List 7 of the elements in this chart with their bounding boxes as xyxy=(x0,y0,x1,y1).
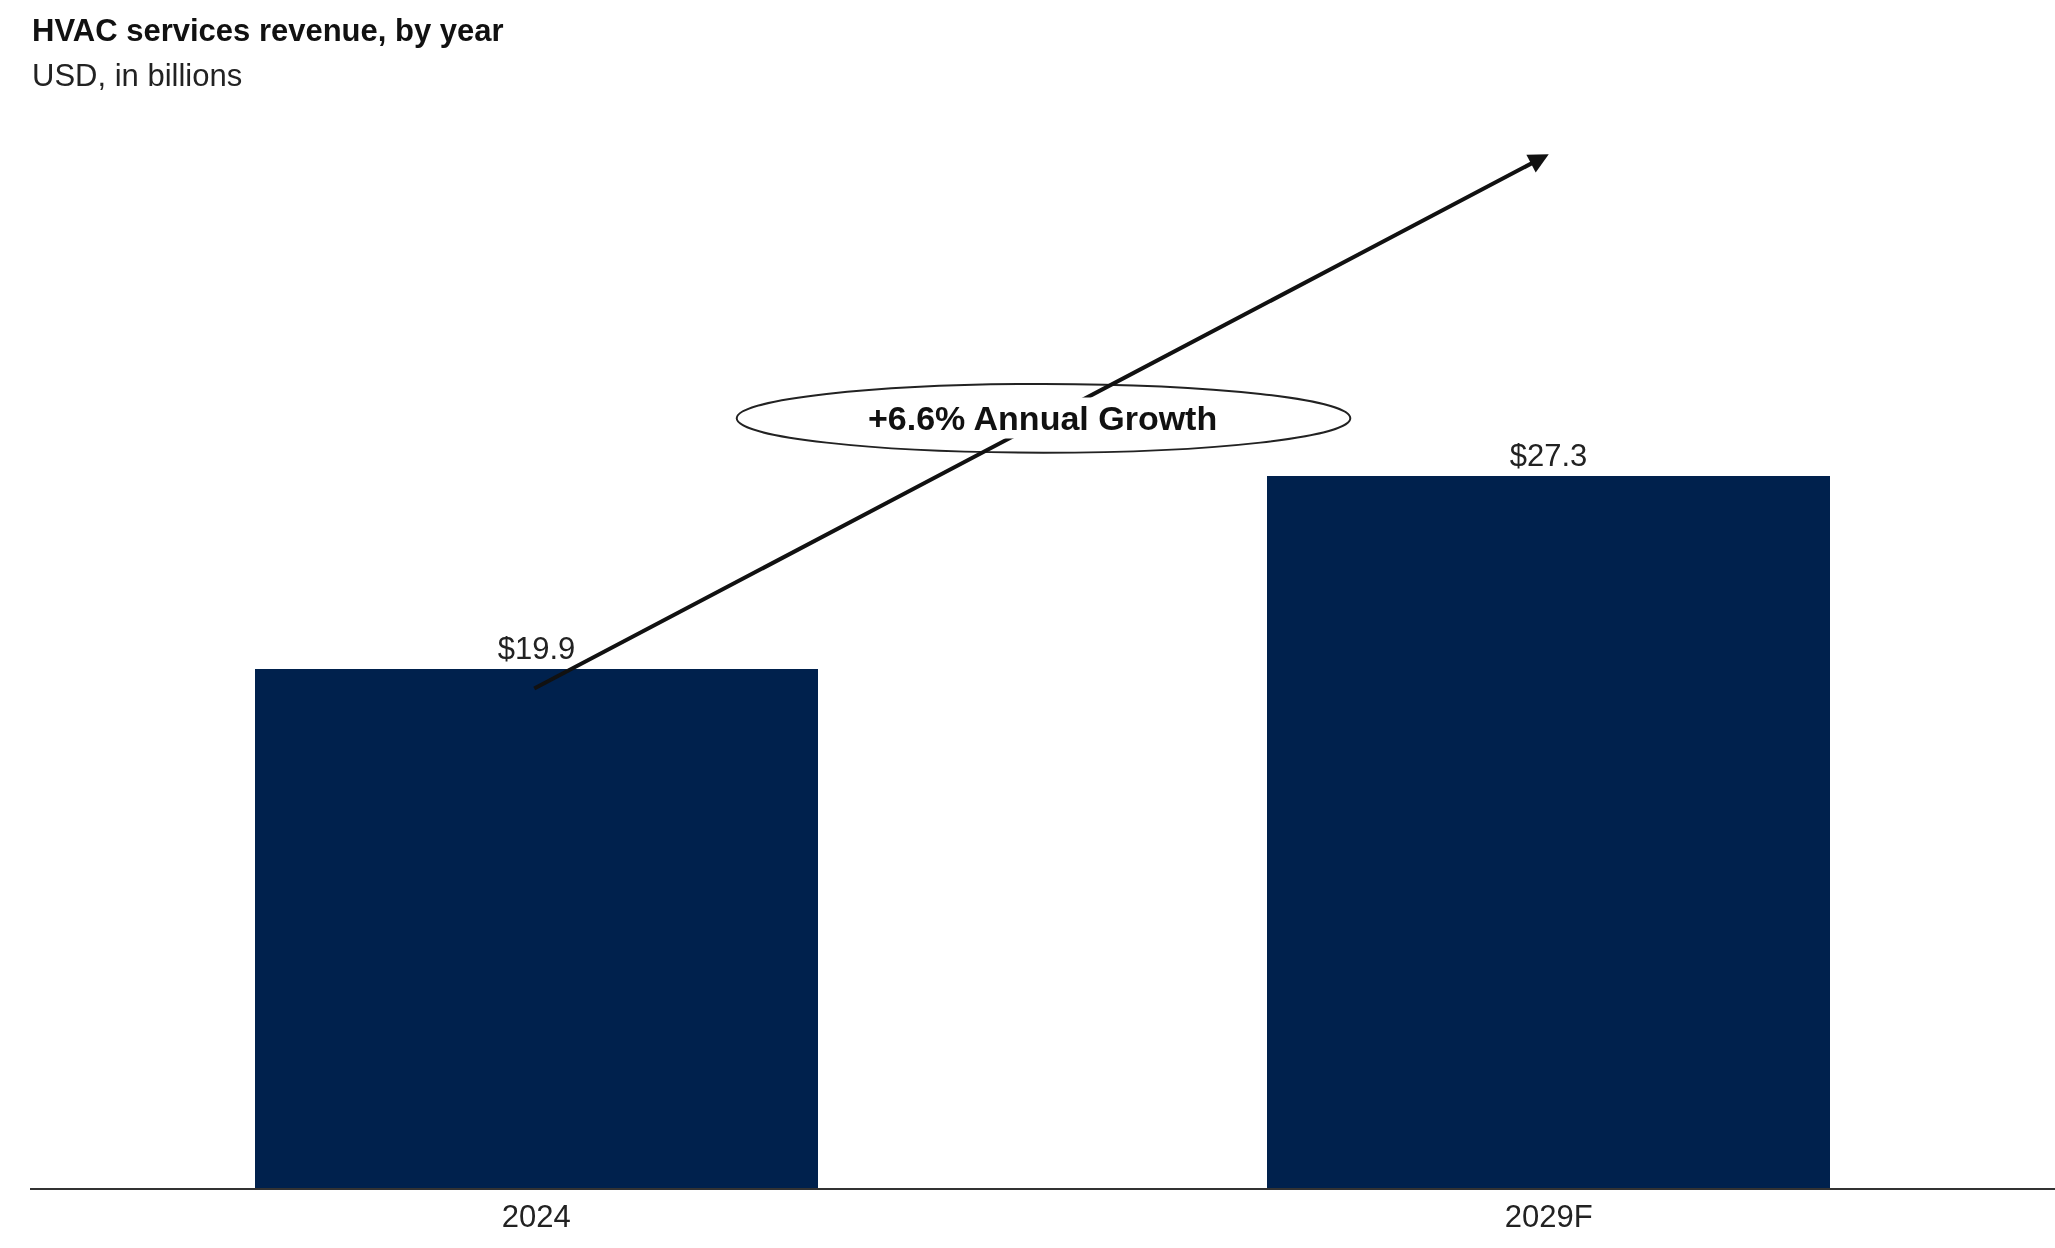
data-label: $19.9 xyxy=(497,631,576,666)
x-tick-label: 2024 xyxy=(501,1199,571,1235)
chart-title: HVAC services revenue, by year xyxy=(32,13,504,48)
text: +6.6% Annual Growth xyxy=(868,399,1218,437)
x-tick-label: 2029F xyxy=(1504,1199,1593,1235)
data-label: $27.3 xyxy=(1509,438,1588,473)
chart-subtitle: USD, in billions xyxy=(32,58,243,93)
